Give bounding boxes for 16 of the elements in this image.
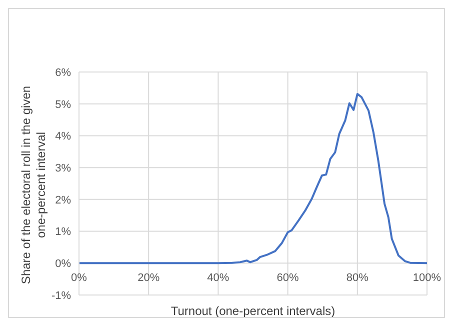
- x-tick-label: 80%: [346, 272, 369, 284]
- y-tick-label: 2%: [55, 194, 72, 206]
- line-series: [79, 92, 427, 264]
- x-tick-label: 20%: [138, 272, 160, 284]
- y-tick-label: 3%: [55, 162, 72, 174]
- x-tick-label: 40%: [207, 272, 230, 284]
- x-tick-label: 100%: [412, 272, 442, 284]
- x-tick-label: 60%: [276, 272, 300, 284]
- y-tick-label: 0%: [55, 258, 72, 270]
- y-tick-label: -1%: [51, 290, 72, 302]
- y-tick-label: 4%: [55, 130, 72, 143]
- y-tick-label: 1%: [55, 226, 72, 238]
- x-tick-label: 0%: [71, 272, 88, 284]
- y-tick-label: 5%: [55, 98, 72, 111]
- y-axis-title: Share of the electoral roll in the given one-percent interval: [19, 84, 49, 284]
- y-tick-label: 6%: [55, 66, 72, 79]
